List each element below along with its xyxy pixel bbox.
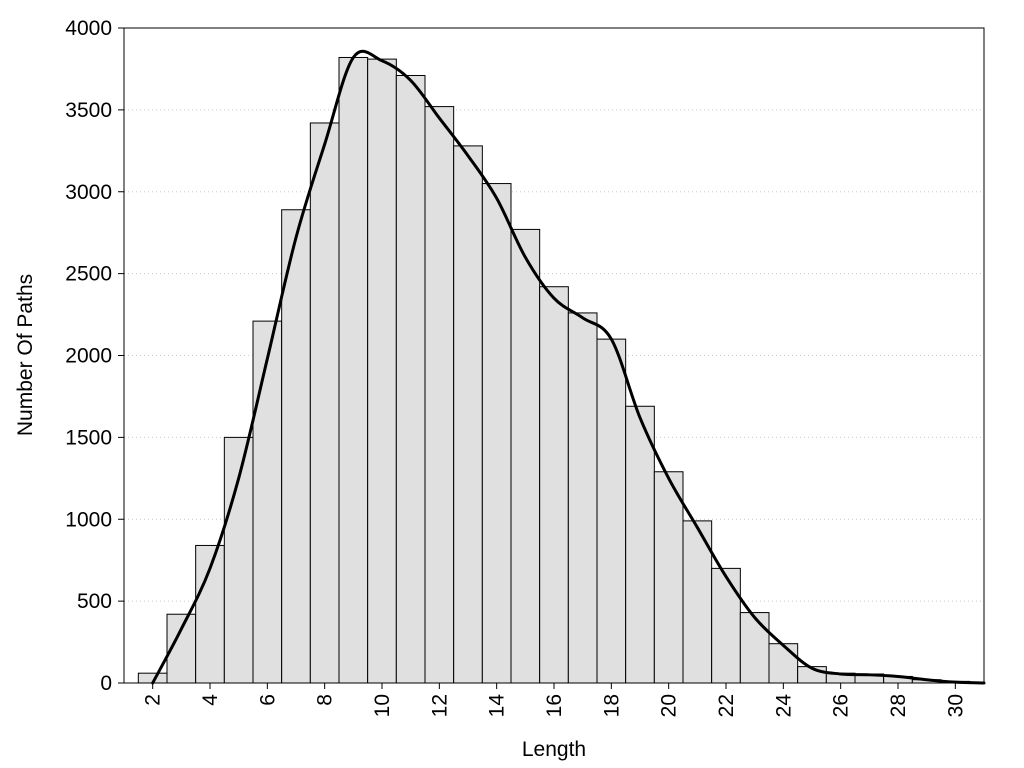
density-curve [151,49,986,685]
histogram-bar [367,58,397,684]
x-tick-label: 12 [428,694,451,717]
grid-lines [124,109,984,602]
y-tick-label: 3500 [65,99,112,122]
histogram-bar [682,520,713,684]
x-tick-label: 8 [314,694,337,706]
x-tick-label: 28 [887,694,910,717]
x-axis: 2 4 6 8 10 12 14 16 18 20 22 24 26 28 30 [142,683,967,718]
x-tick-label: 20 [658,694,681,717]
x-tick-label: 6 [256,694,279,706]
histogram-bar [711,567,741,684]
histogram-bar [309,122,340,684]
histogram-bar [252,320,283,684]
x-tick-label: 10 [371,694,394,717]
histogram-bar [739,612,770,684]
y-tick-label: 2000 [65,345,112,368]
histogram-bar [424,106,455,684]
x-tick-label: 16 [543,694,566,717]
x-tick-label: 24 [772,694,795,718]
y-tick-label: 4000 [65,17,112,40]
x-axis-label: Length [522,738,586,761]
histogram-bar [768,643,799,684]
x-tick-label: 22 [715,694,738,717]
x-tick-label: 2 [142,694,165,706]
histogram-bar [395,74,426,684]
histogram-bar [481,183,512,684]
x-tick-label: 26 [830,694,853,717]
histogram-bar [453,145,483,684]
histogram-bar [596,338,627,684]
histogram-bar [567,312,598,684]
histogram-bar [625,405,655,684]
y-tick-label: 1000 [65,508,112,531]
y-tick-label: 0 [100,672,112,695]
histogram-bar [281,209,311,684]
x-tick-label: 30 [944,694,967,717]
histogram-bar [653,471,684,684]
y-axis-label: Number Of Paths [14,274,37,436]
histogram-bar [510,228,541,684]
y-axis: 0 500 1000 1500 2000 2500 3000 3500 4000 [65,17,124,695]
y-tick-label: 1500 [65,426,112,449]
y-tick-label: 500 [77,590,112,613]
y-tick-label: 2500 [65,263,112,286]
x-tick-label: 14 [486,694,509,718]
y-tick-label: 3000 [65,181,112,204]
x-tick-label: 4 [199,694,222,706]
histogram-bar [539,286,569,684]
histogram-bar [338,56,369,684]
x-tick-label: 18 [600,694,623,717]
